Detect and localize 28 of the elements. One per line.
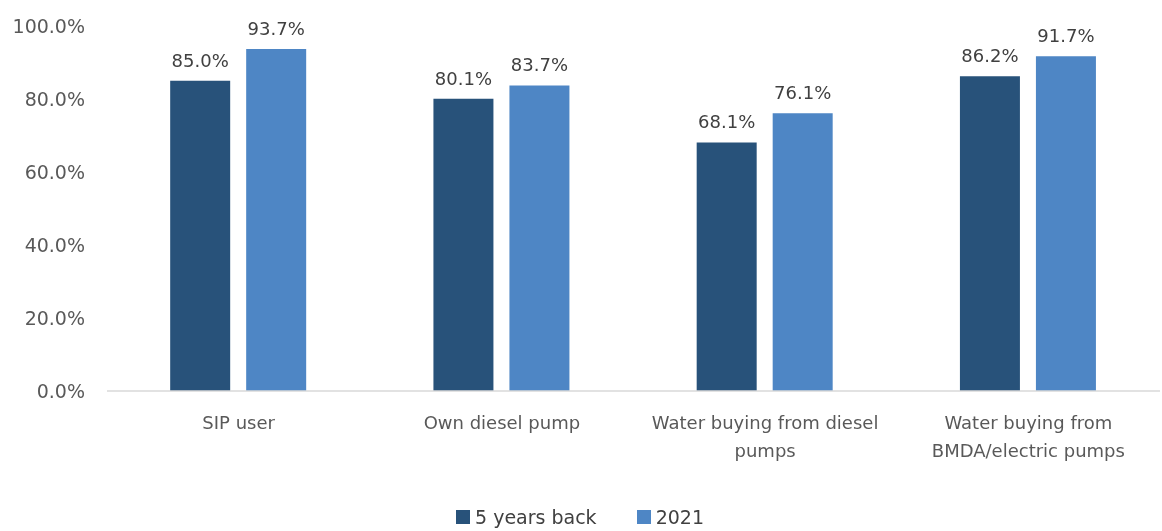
x-tick-label: Water buying from diesel pumps	[651, 411, 879, 461]
legend-label: 5 years back	[475, 506, 597, 528]
bar	[433, 98, 494, 391]
data-label: 86.2%	[961, 45, 1019, 67]
y-tick-label: 60.0%	[24, 160, 85, 183]
bar	[772, 113, 833, 391]
data-label: 85.0%	[171, 49, 229, 71]
data-label: 91.7%	[1037, 25, 1095, 47]
y-tick-label: 20.0%	[24, 306, 85, 329]
bar	[170, 80, 231, 391]
legend-label: 2021	[655, 506, 704, 528]
bar	[246, 49, 307, 391]
y-tick-label: 100.0%	[12, 14, 85, 37]
data-label: 80.1%	[434, 67, 493, 89]
x-tick-label: Own diesel pump	[423, 411, 581, 433]
y-tick-label: 0.0%	[36, 379, 85, 402]
bar	[509, 85, 570, 391]
y-tick-label: 40.0%	[24, 233, 85, 256]
bar	[696, 142, 757, 391]
y-tick-label: 80.0%	[24, 87, 85, 110]
bar	[959, 76, 1020, 391]
x-tick-label: SIP user	[202, 411, 276, 433]
x-tick-label: Water buying from BMDA/electric pumps	[931, 411, 1125, 461]
data-label: 83.7%	[510, 54, 569, 76]
bar	[1035, 56, 1096, 391]
data-label: 93.7%	[247, 17, 305, 39]
data-label: 68.1%	[698, 111, 756, 133]
data-label: 76.1%	[774, 82, 832, 104]
